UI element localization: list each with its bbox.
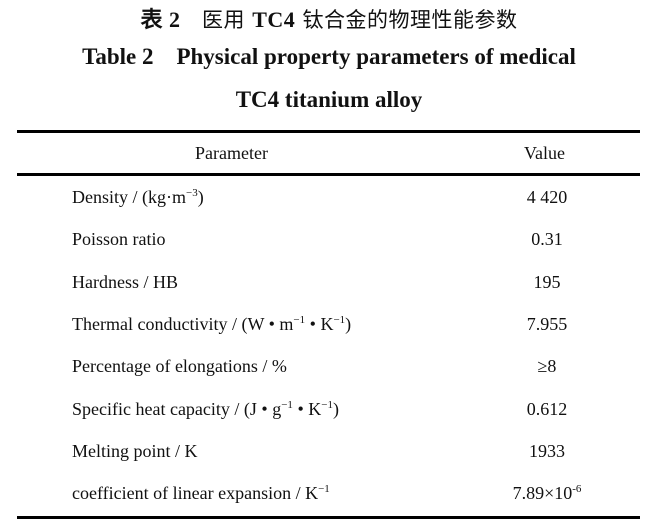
parameter-cell: Density / (kg·m−3): [72, 187, 204, 208]
parameter-cell: Thermal conductivity / (W • m−1 • K−1): [72, 314, 351, 335]
value-cell: 1933: [470, 441, 624, 462]
text-segment: Poisson ratio: [72, 229, 166, 250]
text-segment: ): [332, 398, 339, 419]
superscript: −1: [293, 313, 306, 326]
parameter-cell: coefficient of linear expansion / K−1: [72, 483, 330, 504]
value-cell: 4 420: [470, 187, 624, 208]
table-top-rule: [17, 130, 640, 133]
value-cell: 7.89×10-6: [470, 483, 624, 504]
superscript: −1: [321, 398, 333, 411]
superscript: -6: [572, 483, 582, 496]
table-caption-english-line1: Table 2 Physical property parameters of …: [82, 44, 576, 69]
text-segment: • K: [305, 313, 334, 334]
text-segment: 7.955: [526, 313, 568, 334]
text-segment: coefficient of linear expansion / K: [72, 483, 319, 504]
table-row: Percentage of elongations / % ≥8: [0, 356, 658, 380]
parameter-cell: Melting point / K: [72, 441, 198, 462]
header-value: Value: [524, 143, 565, 163]
caption-cn-suffix: 钛合金的物理性能参数: [295, 8, 518, 32]
text-segment: 1933: [529, 440, 565, 461]
caption-cn-bold: TC4: [252, 7, 296, 32]
text-segment: Density / (kg·m: [72, 187, 186, 207]
value-cell: ≥8: [470, 356, 624, 377]
text-segment: ): [345, 313, 352, 334]
table-caption-english-line2: TC4 titanium alloy: [235, 87, 423, 112]
parameter-cell: Specific heat capacity / (J • g−1 • K−1): [72, 399, 339, 420]
text-segment: 4 420: [526, 187, 568, 207]
text-segment: Hardness / HB: [72, 271, 178, 292]
parameter-cell: Hardness / HB: [72, 272, 178, 293]
table-row: Poisson ratio 0.31: [0, 229, 658, 253]
superscript: −3: [186, 187, 198, 199]
text-segment: Thermal conductivity / (W • m: [72, 313, 294, 334]
parameter-cell: Percentage of elongations / %: [72, 356, 287, 377]
text-segment: 7.89×10: [512, 483, 573, 504]
value-cell: 7.955: [470, 314, 624, 335]
value-cell: 0.612: [470, 399, 624, 420]
superscript: −1: [318, 483, 330, 496]
table-row: Melting point / K 1933: [0, 441, 658, 465]
text-segment: Melting point / K: [72, 440, 198, 461]
header-parameter: Parameter: [195, 143, 268, 163]
text-segment: 195: [533, 271, 561, 292]
table-row: coefficient of linear expansion / K−1 7.8…: [0, 483, 658, 507]
caption-cn-prefix: 医用: [202, 8, 253, 32]
text-segment: Specific heat capacity / (J • g: [72, 398, 282, 419]
text-segment: ≥8: [537, 356, 557, 377]
table-row: Density / (kg·m−3) 4 420: [0, 187, 658, 211]
text-segment: 0.612: [526, 398, 568, 419]
text-segment: Percentage of elongations / %: [72, 356, 287, 377]
table-bottom-rule: [17, 516, 640, 519]
text-segment: ): [197, 187, 204, 207]
text-segment: 0.31: [531, 229, 563, 250]
caption-cn-label: 表 2: [140, 7, 181, 32]
table-caption-chinese: 表 2 医用 TC4 钛合金的物理性能参数: [0, 2, 658, 34]
value-cell: 0.31: [470, 229, 624, 250]
value-cell: 195: [470, 272, 624, 293]
table-row: Thermal conductivity / (W • m−1 • K−1) 7.…: [0, 314, 658, 338]
superscript: −1: [281, 398, 293, 411]
table-header-rule: [17, 173, 640, 176]
table-row: Hardness / HB 195: [0, 272, 658, 296]
text-segment: • K: [292, 398, 322, 419]
superscript: −1: [333, 313, 346, 326]
parameter-cell: Poisson ratio: [72, 229, 166, 250]
table-row: Specific heat capacity / (J • g−1 • K−1)…: [0, 399, 658, 423]
